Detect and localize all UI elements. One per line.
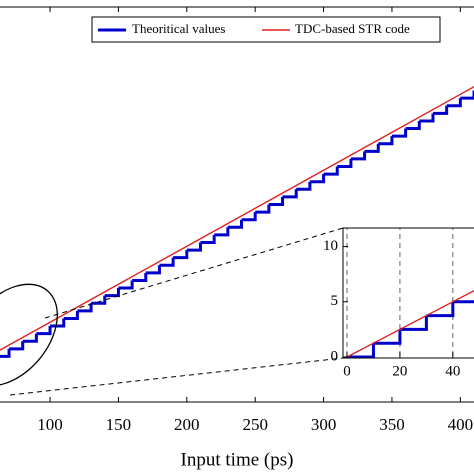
step-segment [63,310,79,320]
step-segment [337,158,353,169]
step-segment [241,212,257,222]
line [346,289,474,358]
x-axis-label: Input time (ps) [181,449,294,470]
step-segment [419,113,435,123]
step-segment [432,105,449,115]
step-segment [405,120,421,131]
step-segment [460,90,474,100]
step-segment [391,128,408,138]
step-segment [452,300,474,304]
step-segment [9,341,25,351]
step-segment [399,315,428,331]
step-segment [227,219,244,229]
step-segment [323,166,339,176]
step-segment [118,280,134,290]
inset-frame [342,227,474,359]
step-segment [77,303,93,313]
zoom-guide [9,357,344,396]
y-tick-label: 5 [331,293,339,309]
step-segment [364,143,380,153]
x-tick-label: 150 [106,415,132,434]
step-segment [173,250,189,260]
step-segment [426,301,455,318]
step-segment [373,329,402,345]
x-tick-label: 200 [174,415,200,434]
step-segment [159,257,175,267]
inset-background [343,228,474,358]
step-segment [350,151,367,161]
step-segment [296,181,312,191]
legend: Theoritical values TDC-based STR code [91,16,441,43]
step-segment [347,343,375,358]
step-segment [268,196,285,206]
legend-label: TDC-based STR code [295,21,410,36]
x-tick-label: 250 [242,415,268,434]
y-tick-label: 0 [331,348,339,364]
step-segment [186,242,202,252]
step-segment [446,98,462,108]
x-tick-label: 0 [343,363,351,379]
x-tick-label: 400 [448,415,474,434]
step-segment [145,265,161,275]
x-tick-label: 100 [37,415,63,434]
zoom-ellipse [0,283,58,387]
x-tick-label: 350 [379,415,405,434]
x-tick-label: 20 [392,363,407,379]
step-segment [0,348,11,358]
step-segment [22,333,38,343]
y-tick-label: 10 [323,238,338,254]
step-segment [378,136,394,146]
step-segment [255,204,271,214]
step-segment [91,295,107,305]
legend-label: Theoritical values [132,21,226,36]
x-tick-label: 300 [311,415,337,434]
zoom-guide [44,227,344,319]
step-segment [200,234,216,244]
step-segment [36,326,52,336]
step-segment [214,227,230,237]
step-segment [132,272,148,282]
step-segment [282,189,298,199]
step-segment [104,288,120,298]
step-segment [309,174,326,184]
line [0,85,474,351]
x-tick-label: 40 [445,363,460,379]
step-segment [50,318,66,328]
